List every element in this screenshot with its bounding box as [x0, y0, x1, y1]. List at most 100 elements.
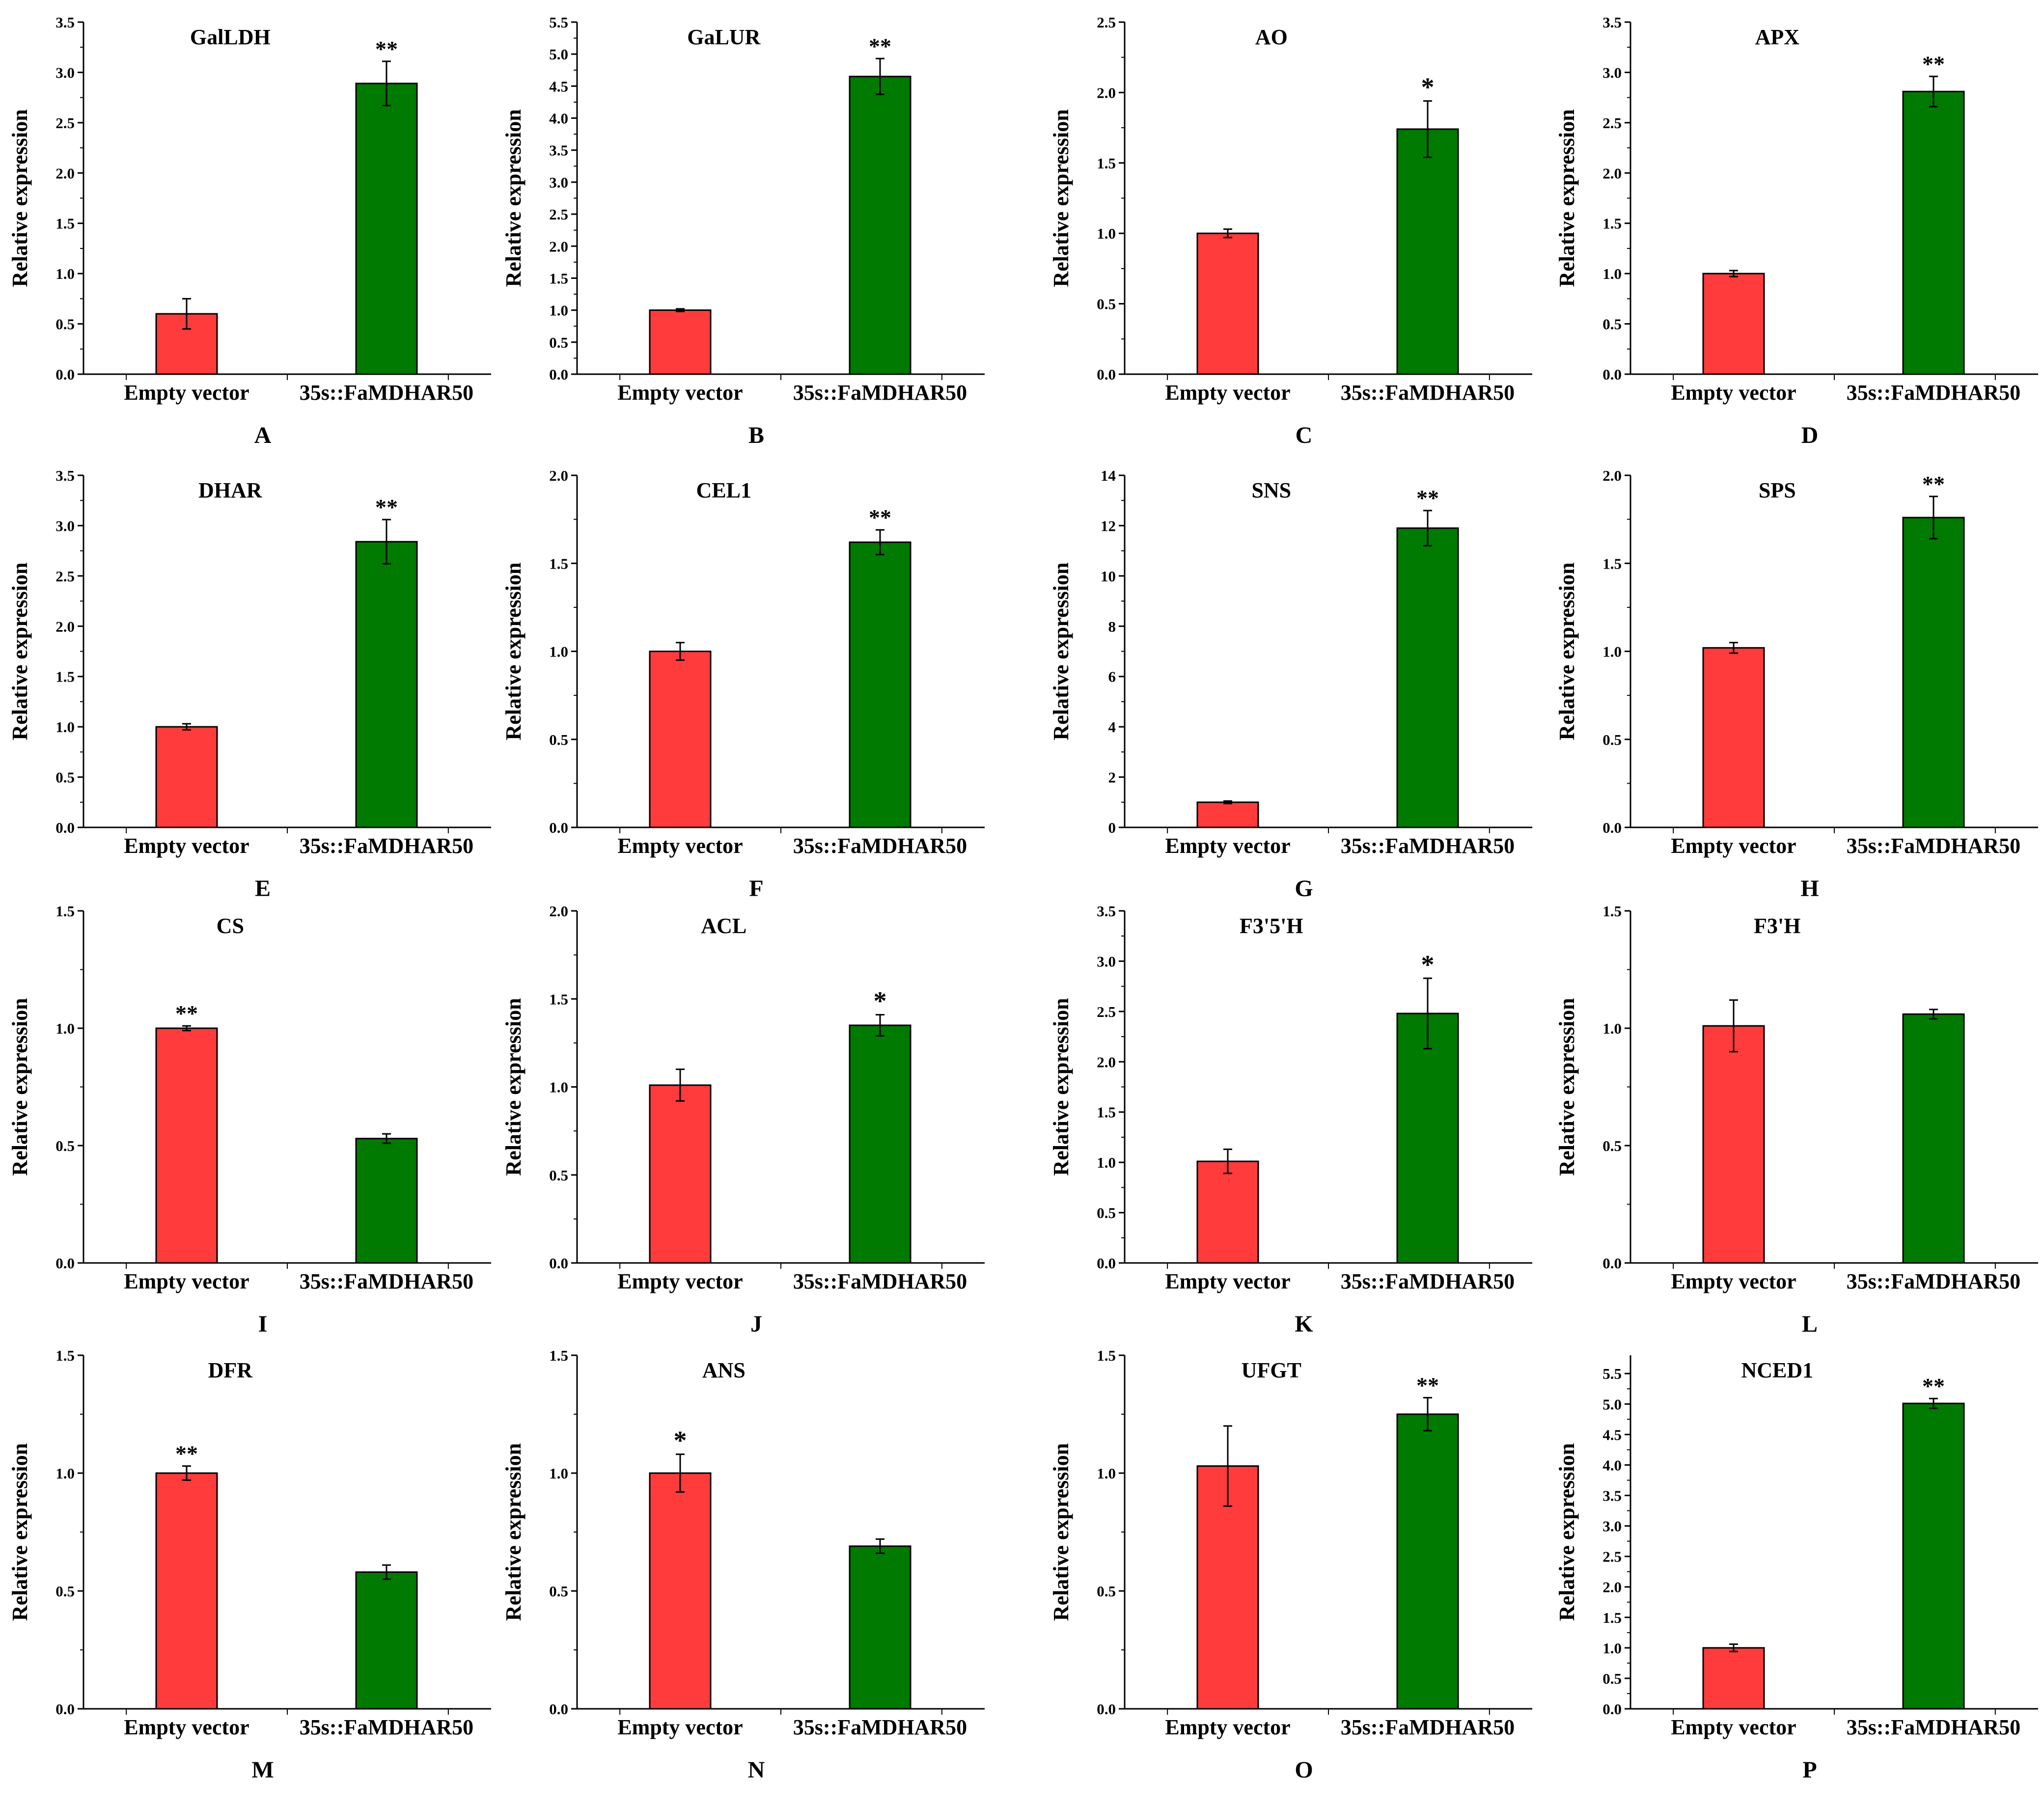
significance-marker: **: [375, 494, 398, 520]
y-tick-label: 2.5: [549, 206, 568, 223]
y-tick-label: 3.0: [549, 174, 568, 191]
bar-empty-vector: [1702, 273, 1765, 375]
x-category-label: 35s::FaMDHAR50: [1847, 1269, 2020, 1293]
chart-panel-d: 0.0 0.5 1.0 1.5 2.0 2.5 3.0 3.5 Relative express…: [1555, 14, 2038, 448]
y-tick-label: 1.5: [1097, 155, 1116, 172]
y-tick-label: 3.0: [1097, 953, 1116, 970]
bar-empty-vector: [1702, 647, 1765, 828]
y-tick-label: 1.5: [1602, 1609, 1622, 1626]
y-tick-label: 1.0: [55, 718, 75, 736]
bar-35s-famdhar50: [849, 541, 912, 828]
x-category-label: 35s::FaMDHAR50: [1341, 381, 1515, 405]
y-axis-label: Relative expression: [1049, 998, 1073, 1176]
chart-panel-p: 0.0 0.5 1.0 1.5 2.0 2.5 3.0 3.5 4.0 4.5 5.0 5.5 Rela…: [1555, 1355, 2038, 1783]
bar-empty-vector: [155, 726, 218, 828]
chart-panel-k: 0.0 0.5 1.0 1.5 2.0 2.5 3.0 3.5 Relative express…: [1049, 903, 1532, 1337]
x-category-label: Empty vector: [617, 381, 743, 405]
y-tick-label: 2.0: [55, 164, 75, 182]
y-tick-label: 2.5: [1097, 14, 1116, 31]
y-tick-label: 1.0: [549, 302, 568, 319]
chart-panel-e: 0.0 0.5 1.0 1.5 2.0 2.5 3.0 3.5 Relative express…: [8, 467, 491, 902]
y-tick-label: 0.5: [549, 1167, 568, 1184]
x-category-label: Empty vector: [124, 381, 249, 405]
y-tick-label: 0.5: [549, 1583, 568, 1600]
significance-marker: **: [869, 33, 891, 58]
panel-title: APX: [1755, 25, 1800, 49]
y-tick-label: 1.5: [1602, 215, 1622, 232]
significance-marker: **: [1922, 471, 1945, 496]
chart-panel-h: 0.0 0.5 1.0 1.5 2.0 Relative expression Empty …: [1555, 467, 2038, 902]
panel-title: ANS: [702, 1358, 746, 1382]
panel-title: CEL1: [696, 478, 751, 502]
panel-letter: G: [1295, 876, 1313, 902]
y-tick-label: 2.5: [55, 568, 75, 585]
y-tick-label: 0.5: [1602, 731, 1622, 748]
panel-letter: N: [748, 1757, 765, 1783]
bar-empty-vector: [649, 651, 712, 828]
y-tick-label: 0.0: [1602, 1255, 1622, 1272]
y-tick-label: 0.5: [55, 769, 75, 786]
y-tick-label: 0.0: [55, 1700, 75, 1718]
y-axis-label: Relative expression: [1555, 1443, 1579, 1621]
y-tick-label: 0.5: [1602, 1670, 1622, 1687]
bar-35s-famdhar50: [1396, 128, 1459, 375]
bar-35s-famdhar50: [355, 82, 418, 375]
y-tick-label: 0.5: [1602, 1137, 1622, 1154]
x-category-label: 35s::FaMDHAR50: [300, 381, 473, 405]
y-tick-label: 0.0: [55, 366, 75, 383]
y-tick-label: 4.5: [549, 78, 568, 95]
significance-marker: **: [1922, 52, 1945, 77]
y-tick-label: 3.0: [55, 64, 75, 81]
y-tick-label: 3.5: [1602, 1487, 1622, 1505]
y-axis-label: Relative expression: [1049, 562, 1073, 740]
y-tick-label: 4.0: [549, 110, 568, 127]
panel-letter: C: [1296, 422, 1313, 448]
y-tick-label: 5.5: [1602, 1365, 1622, 1382]
bar-35s-famdhar50: [1902, 90, 1965, 375]
y-tick-label: 0.5: [549, 334, 568, 351]
y-axis-label: Relative expression: [8, 1443, 32, 1621]
y-axis-label: Relative expression: [1049, 1443, 1073, 1621]
x-category-label: 35s::FaMDHAR50: [793, 1715, 967, 1739]
bar-empty-vector: [1702, 1647, 1765, 1710]
y-tick-label: 12: [1101, 517, 1116, 534]
x-category-label: 35s::FaMDHAR50: [793, 834, 967, 858]
panel-title: NCED1: [1741, 1358, 1813, 1382]
y-tick-label: 8: [1108, 618, 1116, 635]
bar-empty-vector: [649, 1084, 712, 1264]
panel-title: UFGT: [1242, 1358, 1301, 1382]
y-tick-label: 1.0: [549, 1465, 568, 1482]
y-tick-label: 3.0: [1602, 64, 1622, 81]
panel-letter: I: [258, 1311, 268, 1337]
bar-35s-famdhar50: [355, 1138, 418, 1264]
y-tick-label: 1.0: [55, 1465, 75, 1482]
x-category-label: 35s::FaMDHAR50: [1341, 834, 1515, 858]
y-tick-label: 3.5: [55, 14, 75, 31]
y-tick-label: 2.0: [549, 903, 568, 920]
y-tick-label: 0.0: [1097, 1255, 1116, 1272]
x-category-label: Empty vector: [617, 834, 743, 858]
y-tick-label: 1.0: [1097, 225, 1116, 242]
bar-35s-famdhar50: [849, 76, 912, 375]
y-axis-label: Relative expression: [1555, 998, 1579, 1176]
y-tick-label: 4.5: [1602, 1426, 1622, 1443]
y-tick-label: 2.0: [1097, 84, 1116, 101]
chart-panel-a: 0.0 0.5 1.0 1.5 2.0 2.5 3.0 3.5 Relative express…: [8, 14, 491, 448]
y-tick-label: 0.0: [549, 819, 568, 836]
y-axis-label: Relative expression: [1555, 562, 1579, 740]
panel-title: ACL: [701, 914, 746, 938]
y-axis-label: Relative expression: [501, 998, 525, 1176]
bar-empty-vector: [1702, 1025, 1765, 1264]
y-tick-label: 0.5: [55, 1137, 75, 1154]
y-tick-label: 0.5: [1602, 316, 1622, 333]
x-category-label: Empty vector: [124, 834, 249, 858]
y-tick-label: 1.5: [1602, 555, 1622, 572]
y-tick-label: 0.5: [1097, 1583, 1116, 1600]
y-tick-label: 1.5: [55, 1347, 75, 1364]
bar-empty-vector: [649, 309, 712, 375]
y-tick-label: 2: [1108, 769, 1116, 786]
y-tick-label: 4: [1108, 718, 1116, 736]
x-category-label: Empty vector: [1165, 381, 1290, 405]
x-category-label: 35s::FaMDHAR50: [793, 381, 967, 405]
significance-marker: **: [869, 505, 891, 530]
